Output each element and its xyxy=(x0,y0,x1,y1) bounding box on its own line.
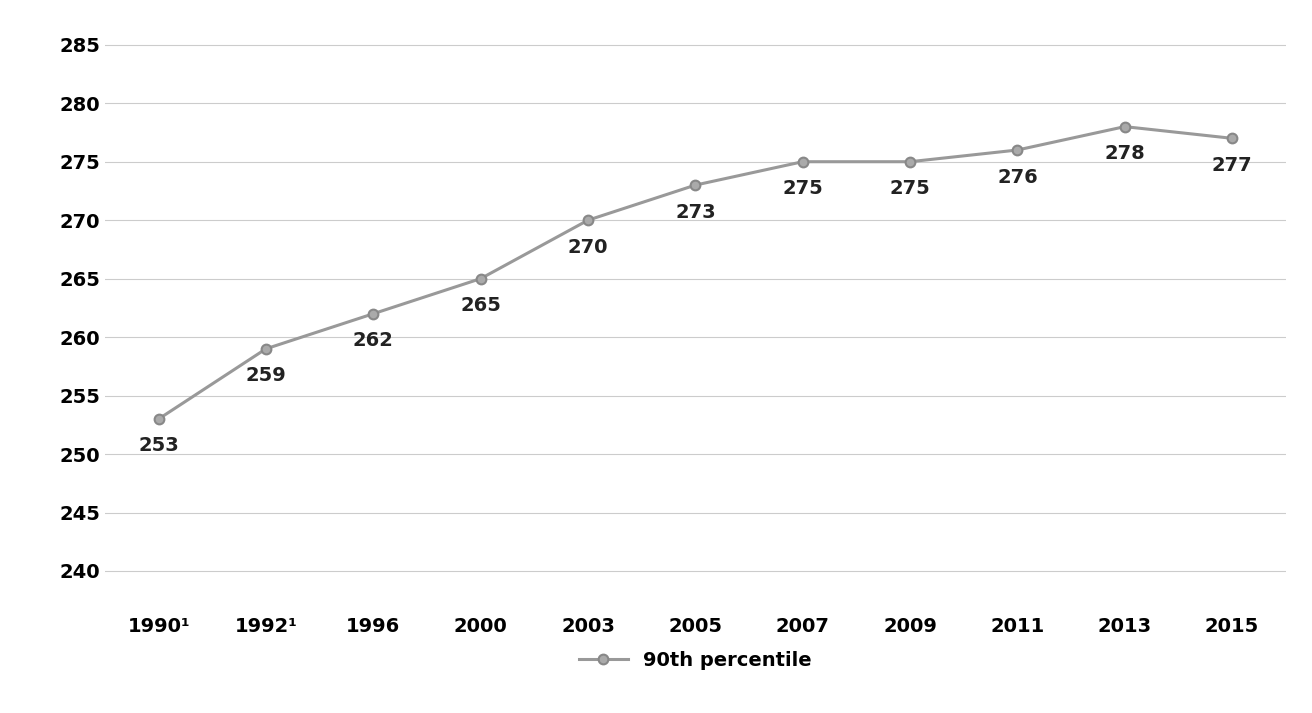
Text: 265: 265 xyxy=(461,296,501,315)
90th percentile xyxy=(687,181,703,190)
90th percentile xyxy=(795,158,811,166)
Text: 275: 275 xyxy=(782,179,823,198)
Line: 90th percentile: 90th percentile xyxy=(154,122,1237,424)
Text: 278: 278 xyxy=(1105,144,1145,163)
Text: 270: 270 xyxy=(568,237,609,257)
90th percentile xyxy=(580,216,596,225)
90th percentile xyxy=(472,275,488,283)
90th percentile xyxy=(366,309,382,318)
90th percentile xyxy=(258,344,274,353)
Text: 273: 273 xyxy=(676,202,715,222)
Text: 259: 259 xyxy=(245,366,286,385)
Text: 275: 275 xyxy=(890,179,930,198)
Text: 276: 276 xyxy=(997,168,1038,187)
Text: 277: 277 xyxy=(1212,156,1253,175)
90th percentile xyxy=(903,158,918,166)
Legend: 90th percentile: 90th percentile xyxy=(571,643,820,678)
Text: 262: 262 xyxy=(353,332,394,350)
90th percentile xyxy=(151,415,167,424)
Text: 253: 253 xyxy=(138,436,178,456)
90th percentile xyxy=(1224,134,1240,143)
90th percentile xyxy=(1009,145,1025,154)
90th percentile xyxy=(1117,123,1132,131)
